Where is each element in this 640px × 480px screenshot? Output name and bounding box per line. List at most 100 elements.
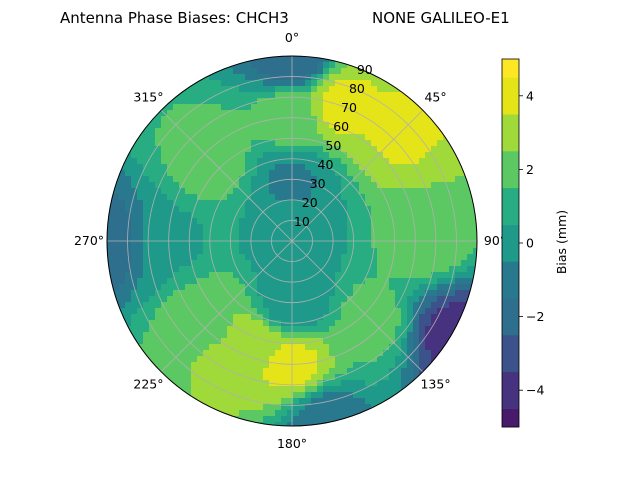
contour-cell (287, 248, 294, 255)
contour-cell (149, 308, 156, 315)
contour-cell (113, 392, 120, 399)
contour-cell (371, 140, 378, 147)
contour-cell (167, 410, 174, 417)
contour-cell (107, 296, 114, 303)
contour-cell (203, 56, 210, 63)
contour-cell (209, 212, 216, 219)
contour-cell (191, 380, 198, 387)
contour-cell (431, 140, 438, 147)
contour-cell (371, 218, 378, 225)
contour-cell (227, 164, 234, 171)
contour-cell (251, 326, 258, 333)
contour-cell (353, 104, 360, 111)
contour-cell (113, 380, 120, 387)
contour-cell (281, 344, 288, 351)
contour-cell (383, 242, 390, 249)
contour-cell (281, 176, 288, 183)
contour-cell (341, 320, 348, 327)
contour-cell (161, 188, 168, 195)
contour-cell (227, 260, 234, 267)
contour-cell (353, 308, 360, 315)
contour-cell (191, 368, 198, 375)
contour-cell (275, 236, 282, 243)
contour-cell (263, 416, 270, 423)
contour-cell (473, 128, 477, 135)
contour-cell (347, 308, 354, 315)
contour-cell (191, 188, 198, 195)
contour-cell (371, 230, 378, 237)
contour-cell (311, 410, 318, 417)
contour-cell (179, 224, 186, 231)
contour-cell (185, 308, 192, 315)
contour-cell (239, 326, 246, 333)
contour-cell (137, 416, 144, 423)
contour-cell (269, 200, 276, 207)
contour-cell (467, 86, 474, 93)
contour-cell (383, 56, 390, 63)
contour-cell (203, 254, 210, 261)
contour-cell (281, 122, 288, 129)
contour-cell (455, 194, 462, 201)
contour-cell (179, 230, 186, 237)
contour-cell (353, 110, 360, 117)
contour-cell (473, 350, 477, 357)
contour-cell (413, 308, 420, 315)
contour-cell (389, 68, 396, 75)
contour-cell (305, 146, 312, 153)
contour-cell (191, 320, 198, 327)
contour-cell (341, 176, 348, 183)
contour-cell (335, 248, 342, 255)
contour-cell (119, 290, 126, 297)
contour-cell (467, 62, 474, 69)
contour-cell (209, 374, 216, 381)
contour-cell (341, 374, 348, 381)
contour-cell (173, 98, 180, 105)
contour-cell (221, 344, 228, 351)
contour-cell (143, 398, 150, 405)
contour-cell (359, 152, 366, 159)
contour-cell (365, 332, 372, 339)
contour-cell (137, 62, 144, 69)
contour-cell (359, 110, 366, 117)
contour-cell (407, 296, 414, 303)
contour-cell (161, 206, 168, 213)
contour-cell (221, 242, 228, 249)
contour-cell (251, 152, 258, 159)
contour-cell (455, 104, 462, 111)
contour-cell (161, 392, 168, 399)
contour-cell (425, 140, 432, 147)
contour-cell (317, 56, 324, 63)
contour-cell (329, 188, 336, 195)
contour-cell (317, 398, 324, 405)
contour-cell (443, 164, 450, 171)
contour-cell (137, 260, 144, 267)
contour-cell (347, 206, 354, 213)
contour-cell (203, 422, 210, 426)
contour-cell (467, 92, 474, 99)
contour-cell (431, 212, 438, 219)
contour-cell (335, 98, 342, 105)
contour-cell (191, 170, 198, 177)
contour-cell (161, 56, 168, 63)
contour-cell (107, 416, 114, 423)
contour-cell (221, 128, 228, 135)
contour-cell (197, 134, 204, 141)
colorbar-band (502, 59, 519, 78)
contour-cell (149, 278, 156, 285)
contour-cell (449, 98, 456, 105)
contour-cell (173, 182, 180, 189)
contour-cell (377, 236, 384, 243)
contour-cell (413, 86, 420, 93)
contour-cell (299, 410, 306, 417)
contour-cell (461, 56, 468, 63)
contour-cell (359, 176, 366, 183)
contour-cell (293, 374, 300, 381)
contour-cell (263, 308, 270, 315)
contour-cell (149, 206, 156, 213)
contour-cell (119, 422, 126, 426)
contour-cell (221, 152, 228, 159)
contour-cell (257, 146, 264, 153)
contour-cell (401, 254, 408, 261)
contour-cell (395, 362, 402, 369)
contour-cell (317, 308, 324, 315)
